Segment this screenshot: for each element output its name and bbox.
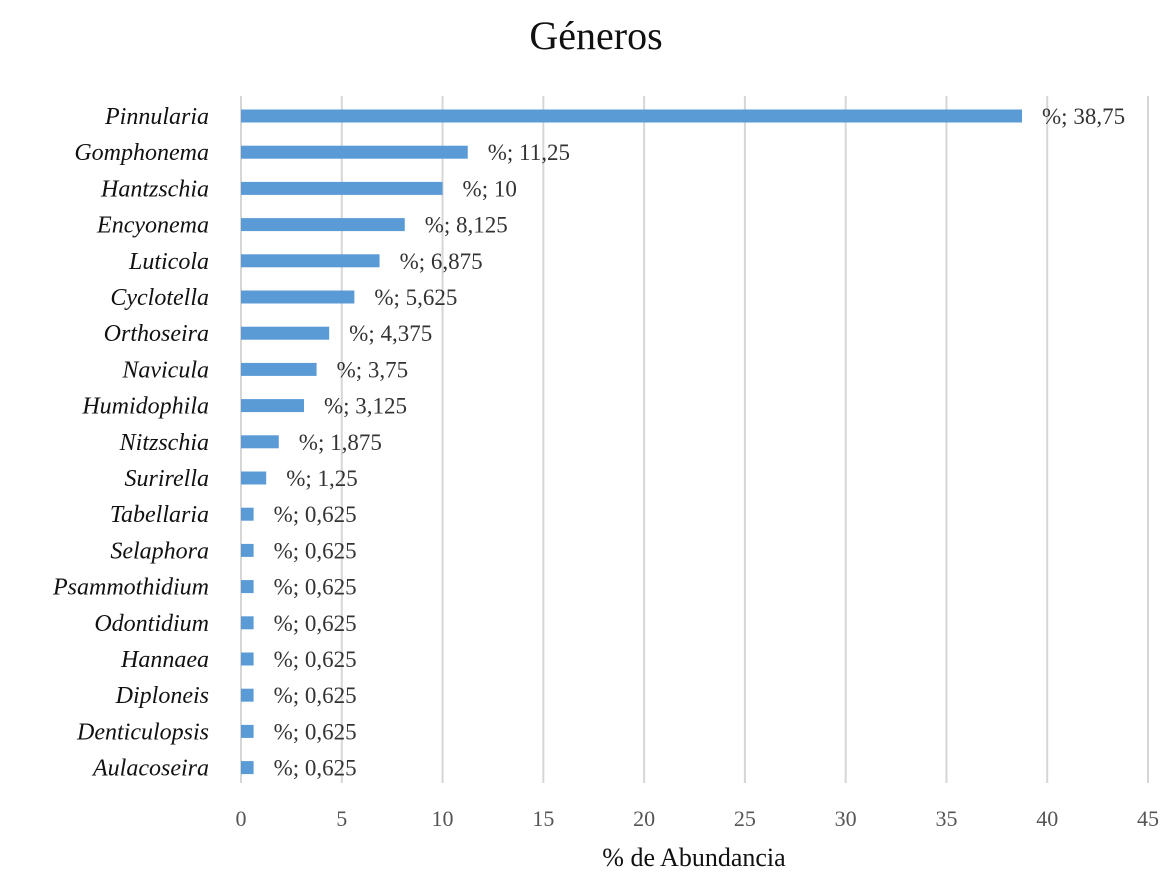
bar-denticulopsis <box>241 724 254 738</box>
bar-gomphonema <box>241 145 468 159</box>
bar-navicula <box>241 362 317 376</box>
category-labels: Pinnularia Gomphonema Hantzschia Encyonema L… <box>52 104 209 782</box>
category-label: Odontidium <box>94 611 209 637</box>
category-label: Humidophila <box>81 394 209 420</box>
data-label: %; 6,875 <box>400 249 483 274</box>
x-tick-label: 25 <box>734 806 756 831</box>
bar-aulacoseira <box>241 761 254 775</box>
category-label: Tabellaria <box>110 502 209 528</box>
bar-hantzschia <box>241 181 443 195</box>
x-tick-label: 20 <box>633 806 655 831</box>
category-label: Nitzschia <box>119 430 209 456</box>
category-label: Encyonema <box>96 213 209 239</box>
data-label: %; 0,625 <box>274 575 357 600</box>
bar-surirella <box>241 471 267 485</box>
data-label: %; 0,625 <box>274 502 357 527</box>
data-label: %; 10 <box>463 176 517 201</box>
bar-tabellaria <box>241 507 254 521</box>
bar-cyclotella <box>241 290 355 304</box>
gridlines <box>240 96 1149 783</box>
bar-nitzschia <box>241 435 279 449</box>
category-label: Hantzschia <box>100 176 209 202</box>
data-label: %; 3,125 <box>324 394 407 419</box>
x-tick-label: 10 <box>432 806 454 831</box>
x-tick-label: 0 <box>236 806 247 831</box>
data-label: %; 1,875 <box>299 430 382 455</box>
x-tick-label: 45 <box>1137 806 1159 831</box>
x-tick-label: 30 <box>835 806 857 831</box>
data-label: %; 8,125 <box>425 213 508 238</box>
bars <box>241 109 1023 775</box>
bar-humidophila <box>241 399 304 413</box>
data-labels: %; 38,75 %; 11,25 %; 10 %; 8,125 %; 6,875 %; … <box>274 104 1125 781</box>
data-label: %; 1,25 <box>286 466 358 491</box>
data-label: %; 0,625 <box>274 611 357 636</box>
x-tick-label: 5 <box>336 806 347 831</box>
category-label: Psammothidium <box>52 575 209 601</box>
data-label: %; 0,625 <box>274 647 357 672</box>
data-label: %; 11,25 <box>488 140 570 165</box>
data-label: %; 3,75 <box>337 357 409 382</box>
bar-orthoseira <box>241 326 330 340</box>
category-label: Pinnularia <box>104 104 209 130</box>
bar-odontidium <box>241 616 254 630</box>
data-label: %; 0,625 <box>274 719 357 744</box>
category-label: Luticola <box>128 249 209 275</box>
category-label: Denticulopsis <box>76 719 209 745</box>
bar-encyonema <box>241 218 405 232</box>
bar-psammothidium <box>241 580 254 594</box>
category-label: Orthoseira <box>104 321 209 347</box>
data-label: %; 5,625 <box>374 285 457 310</box>
bar-luticola <box>241 254 380 268</box>
category-label: Gomphonema <box>74 140 209 166</box>
category-label: Diploneis <box>115 683 209 709</box>
x-axis-title: % de Abundancia <box>602 843 786 872</box>
data-label: %; 0,625 <box>274 756 357 781</box>
category-label: Cyclotella <box>110 285 209 311</box>
x-tick-label: 40 <box>1036 806 1058 831</box>
x-tick-label: 35 <box>935 806 957 831</box>
chart-title: Géneros <box>529 13 662 58</box>
category-label: Aulacoseira <box>91 756 209 782</box>
bar-pinnularia <box>241 109 1023 123</box>
x-tick-label: 15 <box>532 806 554 831</box>
bar-hannaea <box>241 652 254 666</box>
data-label: %; 4,375 <box>349 321 432 346</box>
x-tick-labels: 0 5 10 15 20 25 30 35 40 45 <box>236 806 1160 831</box>
bar-diploneis <box>241 688 254 702</box>
category-label: Surirella <box>125 466 209 492</box>
data-label: %; 0,625 <box>274 538 357 563</box>
data-label: %; 38,75 <box>1042 104 1125 129</box>
category-label: Hannaea <box>120 647 209 673</box>
category-label: Selaphora <box>110 538 209 564</box>
category-label: Navicula <box>121 357 209 383</box>
data-label: %; 0,625 <box>274 683 357 708</box>
bar-selaphora <box>241 543 254 557</box>
